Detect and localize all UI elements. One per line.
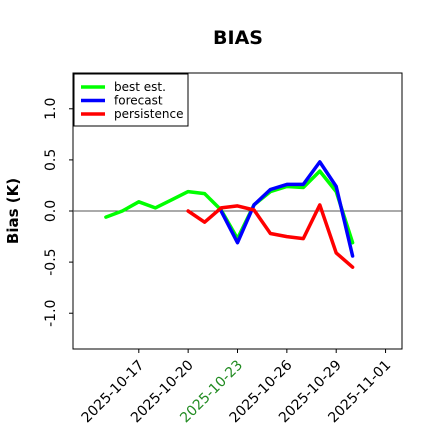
legend-label: best est.	[114, 80, 166, 94]
y-tick-label: 0.0	[43, 200, 59, 222]
y-axis-ticks: -1.0 -0.5 0.0 0.5 1.0	[43, 98, 73, 327]
y-tick-label: -1.0	[43, 300, 59, 327]
chart-title: BIAS	[213, 27, 263, 49]
series-line-persistence	[186, 203, 355, 269]
legend-label: forecast	[114, 94, 163, 108]
series-line-forecast	[219, 160, 355, 258]
y-axis-label: Bias (K)	[4, 178, 22, 244]
series-lines	[104, 160, 355, 269]
legend-label: persistence	[114, 107, 183, 121]
y-tick-label: 0.5	[43, 149, 59, 171]
y-tick-label: 1.0	[43, 98, 59, 120]
y-tick-label: -0.5	[43, 248, 59, 275]
